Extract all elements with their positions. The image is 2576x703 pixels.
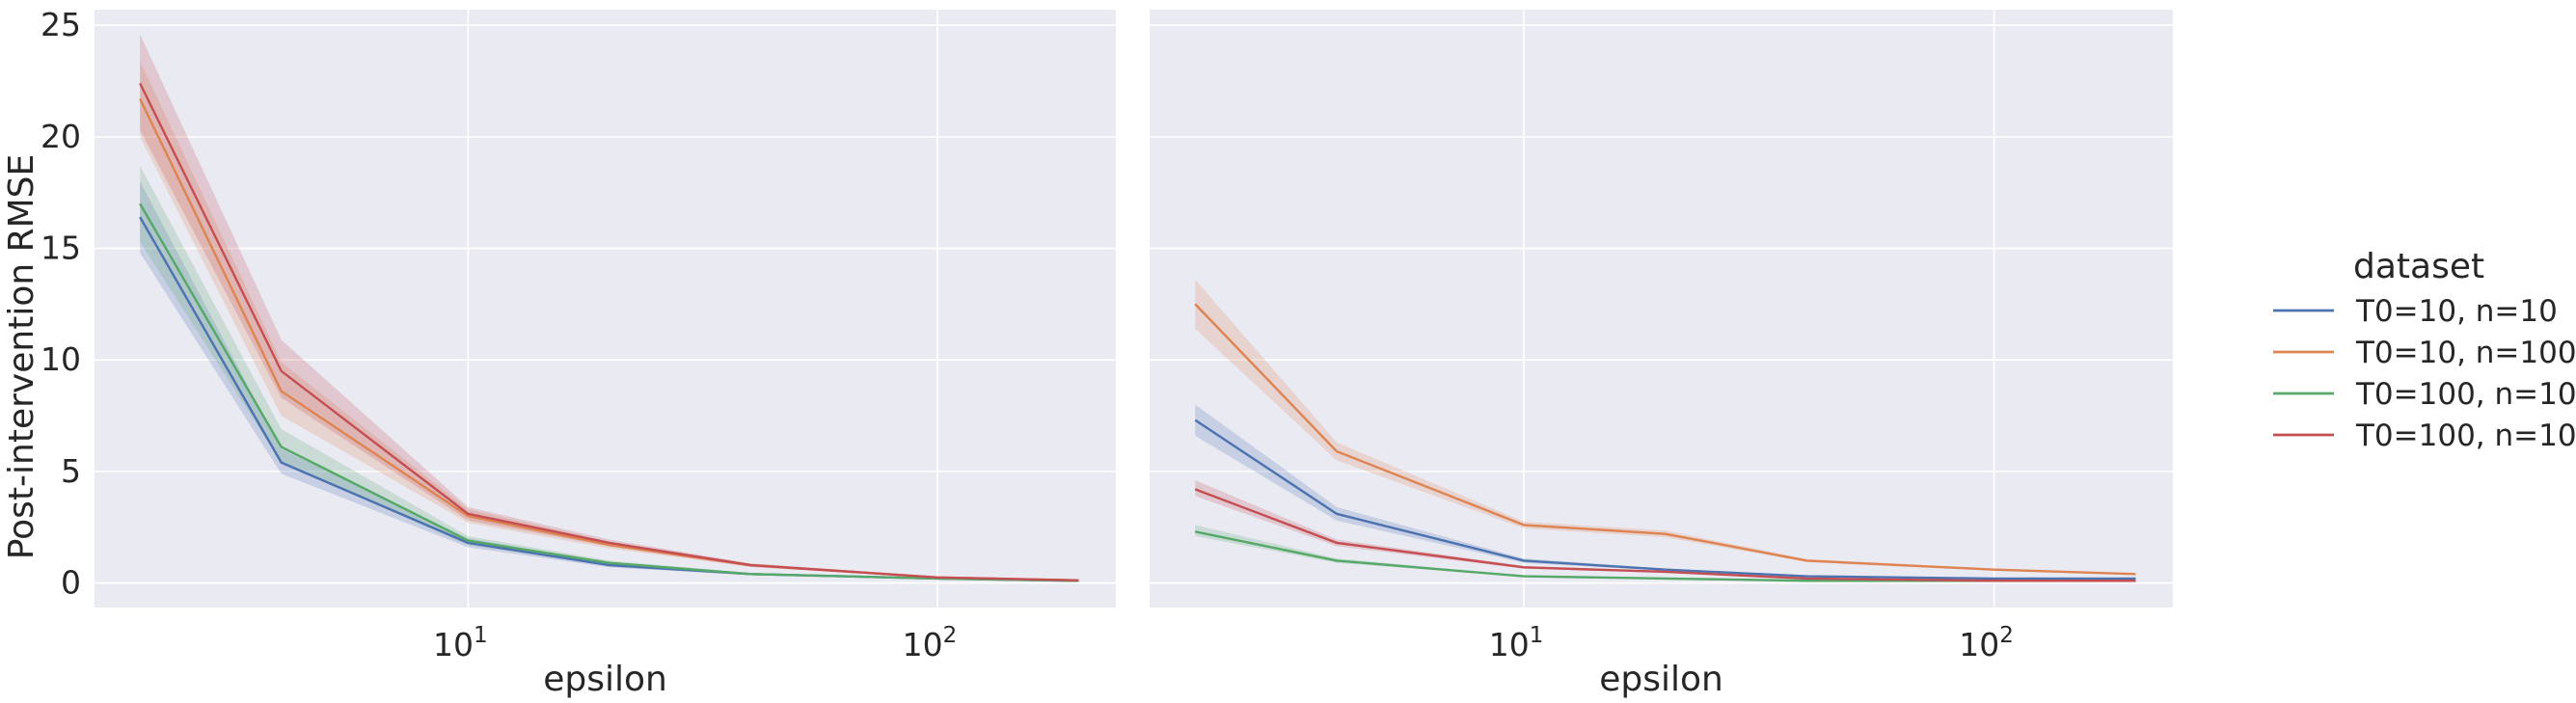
plot-area xyxy=(95,10,1116,608)
legend-item-t0-100-n-100: T0=100, n=100 xyxy=(2273,419,2576,453)
legend-item-t0-100-n-10: T0=100, n=10 xyxy=(2273,377,2576,412)
x-tick-label: 101 xyxy=(433,623,488,663)
series-line-t0-10-n-100 xyxy=(1194,303,2136,576)
panel-left: 0 5 10 15 20 25 101 102 epsilon xyxy=(41,6,1116,699)
x-tick-label: 101 xyxy=(1489,623,1544,663)
plot-area xyxy=(1150,10,2173,608)
confidence-band-t0-100-n-100 xyxy=(140,34,1079,581)
legend: dataset T0=10, n=10 T0=10, n=100 T0=100, n… xyxy=(2273,247,2576,453)
legend-item-t0-10-n-10: T0=10, n=10 xyxy=(2273,294,2558,329)
confidence-band-t0-10-n-100 xyxy=(140,61,1079,581)
confidence-band-t0-10-n-10 xyxy=(1195,404,2136,580)
y-tick-label: 15 xyxy=(41,230,81,267)
legend-label: T0=10, n=10 xyxy=(2355,294,2558,329)
y-tick-label: 5 xyxy=(61,452,81,490)
series-line-t0-100-n-100 xyxy=(139,82,1079,581)
y-axis-label: Post-intervention RMSE xyxy=(2,154,41,560)
y-tick-label: 10 xyxy=(41,340,81,378)
legend-item-t0-10-n-100: T0=10, n=100 xyxy=(2273,336,2576,370)
legend-label: T0=100, n=100 xyxy=(2355,419,2576,453)
y-tick-label: 25 xyxy=(41,6,81,43)
x-tick-label: 102 xyxy=(1959,623,2014,663)
x-tick-label: 102 xyxy=(903,623,958,663)
y-tick-label: 0 xyxy=(61,564,81,602)
legend-label: T0=100, n=10 xyxy=(2355,377,2576,412)
x-axis-label: epsilon xyxy=(1599,660,1723,699)
legend-label: T0=10, n=100 xyxy=(2355,336,2576,370)
y-tick-label: 20 xyxy=(41,118,81,155)
series-line-t0-10-n-10 xyxy=(1194,419,2136,581)
x-axis-label: epsilon xyxy=(543,660,667,699)
legend-title: dataset xyxy=(2353,247,2484,286)
series-line-t0-100-n-100 xyxy=(1194,488,2136,582)
panel-right: 101 102 epsilon xyxy=(1150,10,2173,699)
